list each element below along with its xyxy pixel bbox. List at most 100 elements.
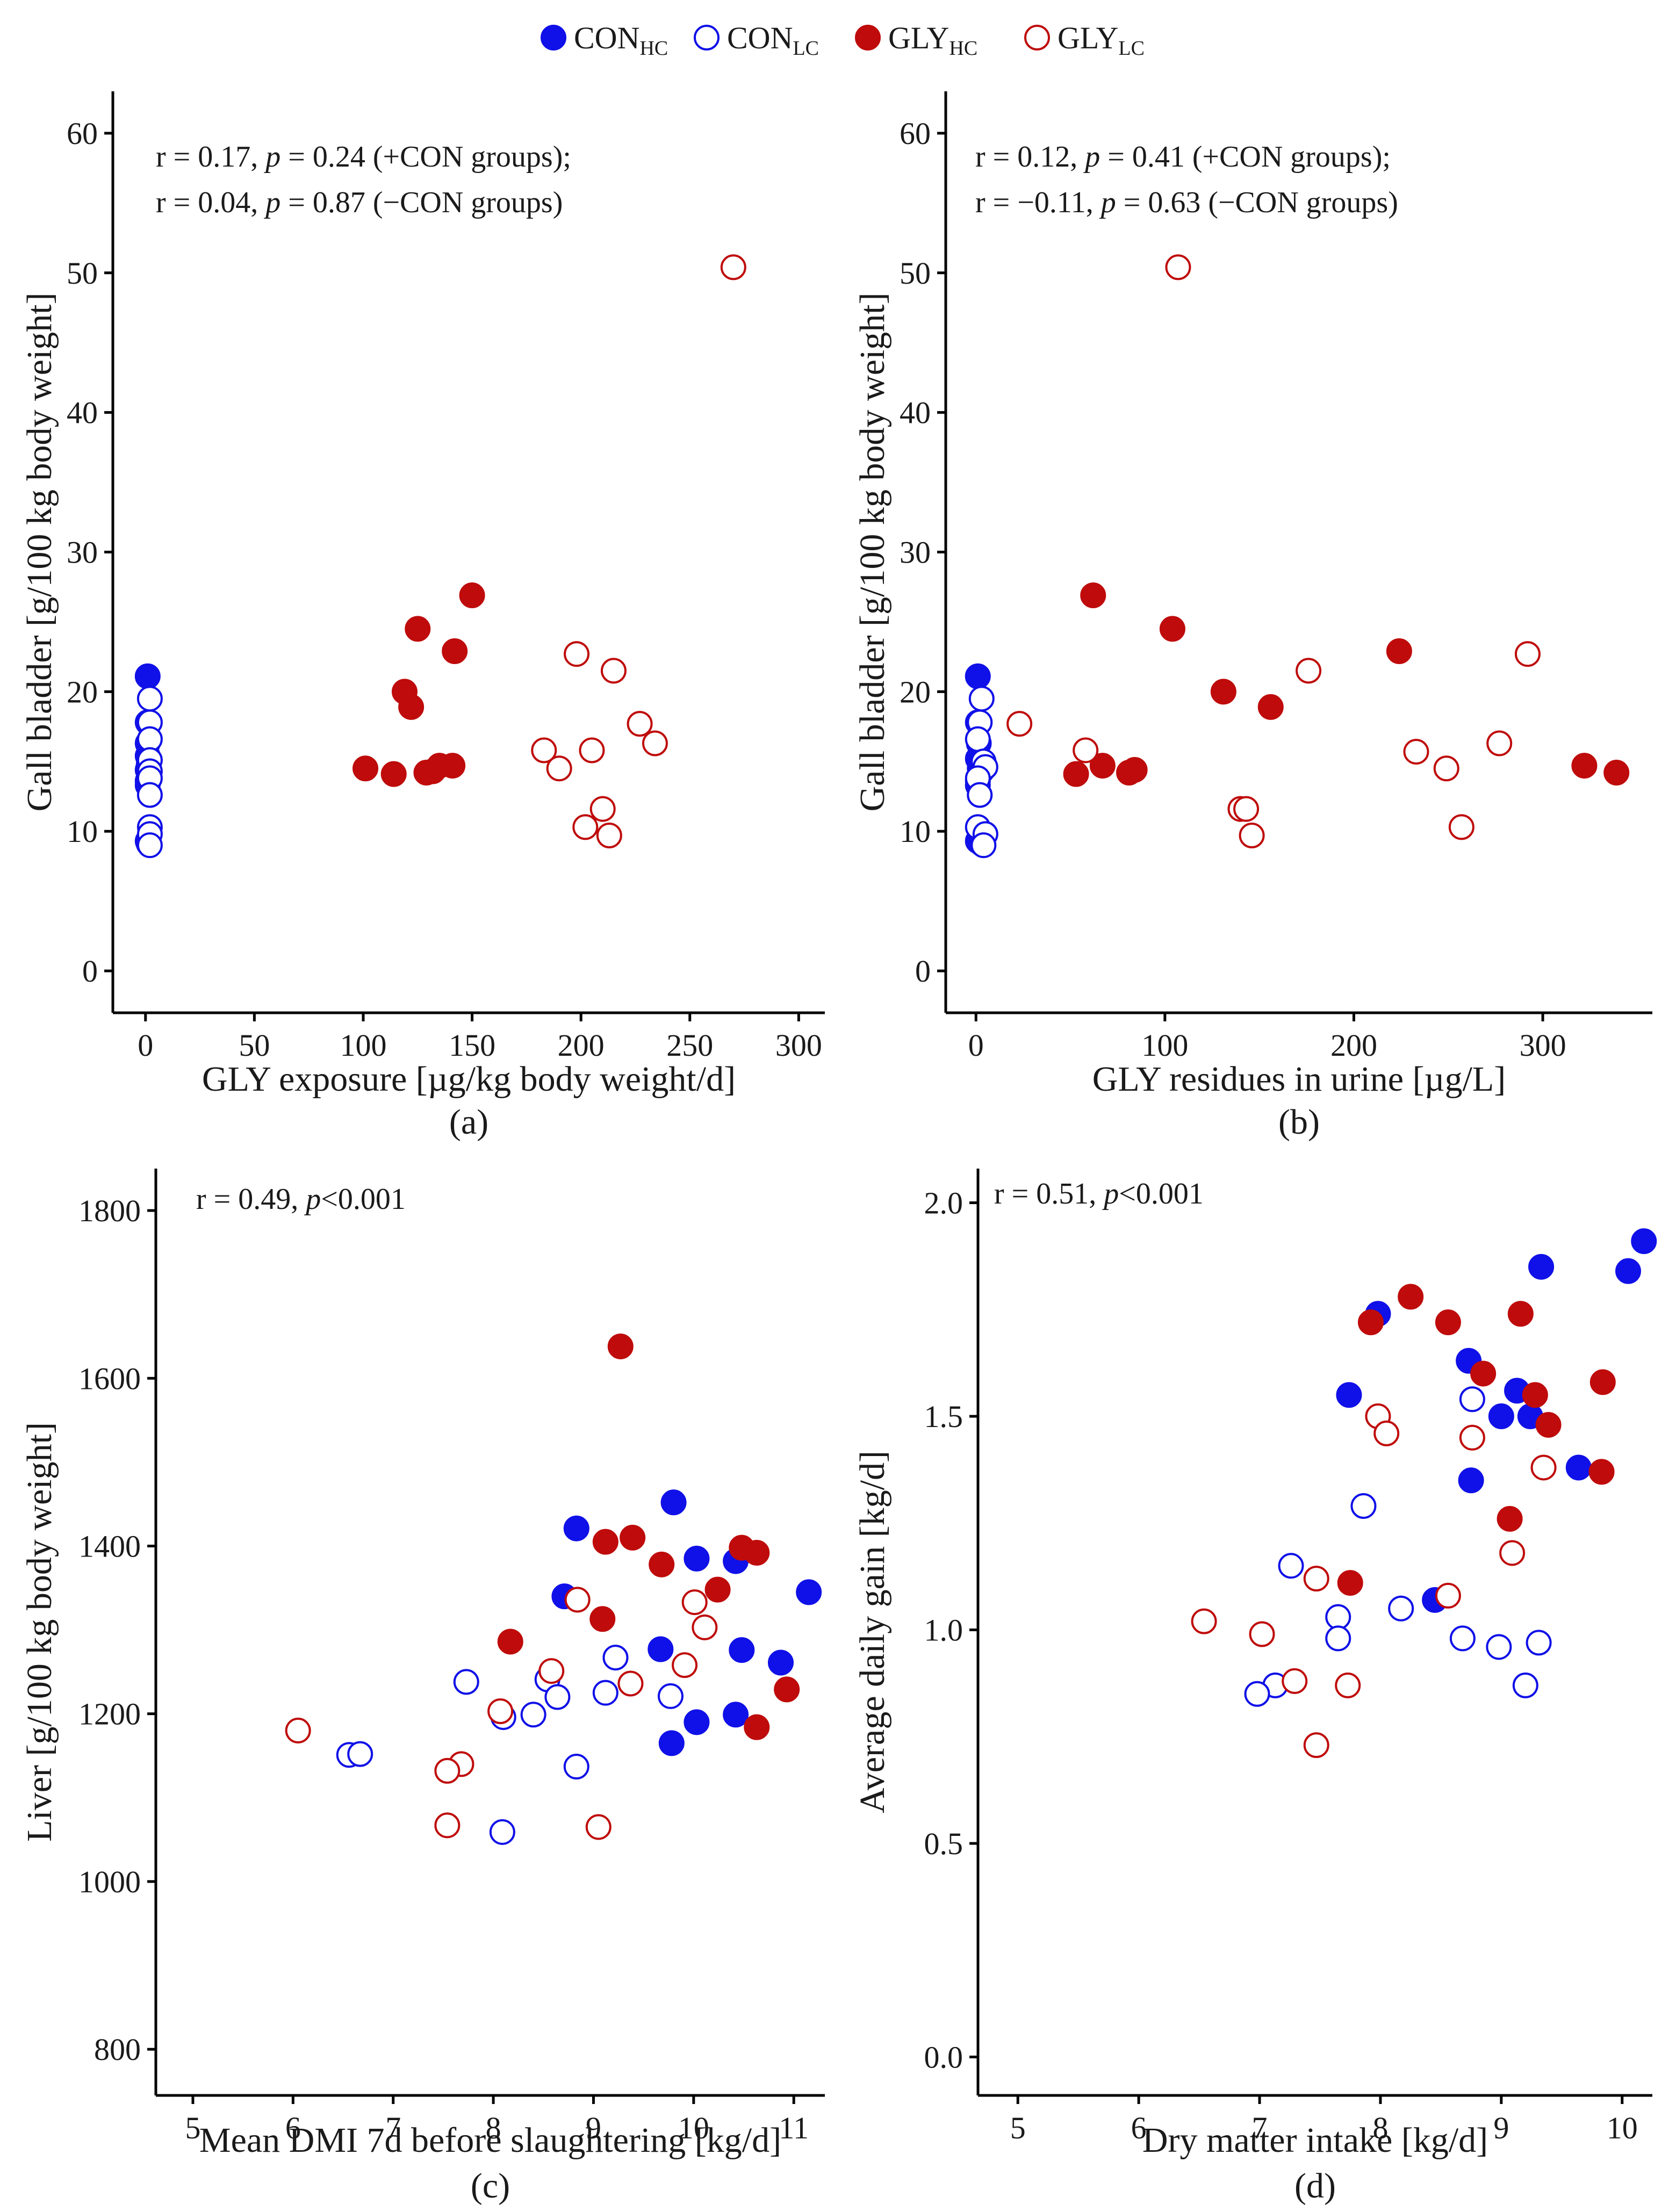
data-point — [1239, 822, 1265, 848]
data-point — [1488, 1403, 1514, 1430]
x-tick-label: 100 — [340, 1028, 386, 1063]
panel-label: (d) — [1294, 2166, 1336, 2206]
x-tick-label: 7 — [1252, 2110, 1268, 2145]
data-point — [453, 1669, 479, 1695]
data-point — [684, 1545, 710, 1572]
data-point — [1571, 753, 1598, 779]
y-tick-label: 1.0 — [924, 1613, 963, 1648]
y-tick-label: 0.0 — [924, 2040, 963, 2074]
x-tick-label: 100 — [1141, 1028, 1188, 1063]
data-point — [434, 1757, 461, 1784]
data-point — [1257, 694, 1284, 720]
data-point — [1233, 796, 1260, 822]
data-point — [563, 1754, 589, 1780]
data-point — [1278, 1553, 1304, 1579]
data-point — [563, 1515, 589, 1541]
data-point — [531, 737, 557, 763]
y-tick-label: 10 — [900, 814, 931, 849]
series-glylc — [531, 254, 746, 848]
y-axis-title: Liver [g/100 kg body weight] — [20, 1422, 59, 1842]
x-tick-label: 6 — [285, 2110, 301, 2145]
y-tick-label: 1.5 — [924, 1399, 963, 1434]
legend-item-con-lc: CONLC — [694, 20, 819, 60]
y-tick-label: 0 — [82, 954, 98, 989]
y-axis-title: Average daily gain [kg/d] — [853, 1451, 892, 1813]
x-tick-label: 10 — [678, 2110, 709, 2145]
y-tick-label: 40 — [67, 395, 98, 430]
legend-marker — [694, 25, 720, 51]
data-point — [684, 1709, 710, 1735]
data-point — [1530, 1454, 1557, 1481]
legend: CONHC CONLC GLYHC GLYLC — [541, 20, 1145, 60]
data-point — [434, 1812, 461, 1839]
series-conlc — [965, 686, 998, 859]
x-tick-label: 6 — [1131, 2110, 1147, 2145]
data-point — [1615, 1258, 1642, 1284]
x-tick-label: 5 — [1010, 2110, 1026, 2145]
series-glyhc — [497, 1333, 800, 1740]
data-point — [692, 1614, 718, 1640]
legend-label: CONLC — [727, 20, 819, 60]
data-point — [1386, 638, 1412, 664]
data-point — [405, 616, 431, 642]
series-conlc — [336, 1645, 684, 1845]
data-point — [1210, 679, 1236, 705]
data-point — [744, 1539, 770, 1566]
x-tick-label: 11 — [779, 2110, 809, 2145]
data-point — [1398, 1284, 1424, 1310]
data-point — [487, 1698, 514, 1725]
data-point — [1497, 1505, 1523, 1532]
data-point — [1486, 730, 1513, 756]
x-axis-title: Mean DMI 7d before slaughtering [kg/d] — [199, 2121, 781, 2160]
y-tick-label: 20 — [900, 674, 931, 709]
data-point — [136, 686, 163, 712]
data-point — [1191, 1608, 1217, 1634]
data-point — [1296, 658, 1322, 684]
data-point — [1325, 1604, 1351, 1630]
data-point — [965, 663, 991, 689]
data-point — [744, 1714, 770, 1740]
data-point — [1448, 814, 1474, 840]
data-point — [1522, 1382, 1548, 1408]
data-point — [1063, 761, 1089, 787]
data-point — [1282, 1668, 1308, 1694]
series-conlc — [1244, 1386, 1552, 1707]
legend-marker — [541, 25, 566, 51]
data-point — [380, 761, 407, 787]
legend-label: GLYHC — [888, 20, 977, 60]
series-glylc — [285, 1587, 718, 1840]
legend-label: CONHC — [574, 20, 668, 60]
y-tick-label: 10 — [67, 814, 98, 849]
data-point — [1357, 1309, 1384, 1336]
data-point — [648, 1636, 674, 1662]
x-tick-label: 200 — [558, 1028, 605, 1063]
series-glyhc — [1063, 582, 1630, 787]
data-point — [1159, 616, 1185, 642]
panel-label: (c) — [471, 2166, 510, 2206]
y-tick-label: 1400 — [78, 1529, 141, 1563]
data-point — [1507, 1301, 1534, 1327]
data-point — [1073, 737, 1099, 763]
data-point — [134, 663, 161, 689]
x-tick-label: 0 — [138, 1028, 153, 1063]
y-tick-label: 0 — [915, 954, 931, 989]
data-point — [1303, 1732, 1329, 1759]
x-tick-label: 50 — [239, 1028, 270, 1063]
y-tick-label: 20 — [67, 674, 98, 709]
panel-a: 0 50 100 150 200 250 300 0 10 20 30 40 50 60 GLY expos… — [20, 91, 825, 1142]
data-point — [657, 1683, 684, 1709]
data-point — [767, 1649, 794, 1676]
panel-label: (a) — [449, 1103, 488, 1142]
stats-annotation: r = 0.12, p = 0.41 (+CON groups); — [975, 140, 1391, 174]
y-tick-label: 1800 — [78, 1193, 141, 1228]
data-point — [1435, 1309, 1461, 1336]
data-point — [607, 1333, 634, 1359]
data-point — [1335, 1672, 1361, 1698]
data-point — [353, 755, 379, 782]
data-point — [1244, 1681, 1270, 1707]
data-point — [589, 1606, 616, 1632]
x-tick-label: 200 — [1330, 1028, 1377, 1063]
data-point — [1449, 1625, 1476, 1652]
data-point — [538, 1658, 565, 1684]
x-tick-label: 300 — [1520, 1028, 1566, 1063]
